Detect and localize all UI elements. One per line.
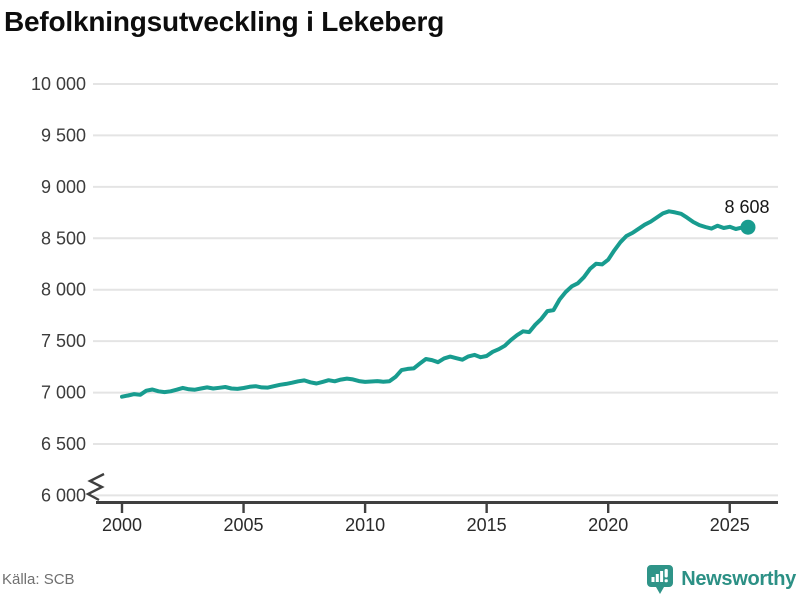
newsworthy-bubble-barchart-icon <box>647 564 674 594</box>
y-axis-tick-label: 10 000 <box>31 74 86 94</box>
y-axis-tick-label: 7 500 <box>41 331 86 351</box>
series-end-dot <box>740 219 756 235</box>
y-axis-tick-label: 7 000 <box>41 383 86 403</box>
axis-break-icon <box>85 472 105 502</box>
end-value-label: 8 608 <box>724 197 769 217</box>
x-axis-tick-label: 2025 <box>710 515 750 535</box>
chart-footer: Källa: SCB Newsworthy <box>2 562 796 596</box>
x-axis-tick-label: 2015 <box>467 515 507 535</box>
y-axis-tick-label: 8 000 <box>41 280 86 300</box>
brand-name: Newsworthy <box>681 567 796 590</box>
source-note: Källa: SCB <box>2 570 75 588</box>
x-axis-tick-label: 2010 <box>345 515 385 535</box>
brand-logo: Newsworthy <box>646 564 796 595</box>
y-axis-tick-label: 9 000 <box>41 177 86 197</box>
y-axis-tick-label: 8 500 <box>41 228 86 248</box>
page-title: Befolkningsutveckling i Lekeberg <box>4 6 445 37</box>
x-axis-tick-label: 2005 <box>224 515 264 535</box>
y-axis-tick-label: 9 500 <box>41 125 86 145</box>
y-axis-tick-label: 6 500 <box>41 434 86 454</box>
x-axis-tick-label: 2020 <box>588 515 628 535</box>
population-line <box>120 209 750 399</box>
y-axis-tick-label: 6 000 <box>41 485 86 505</box>
x-axis-tick-label: 2000 <box>102 515 142 535</box>
